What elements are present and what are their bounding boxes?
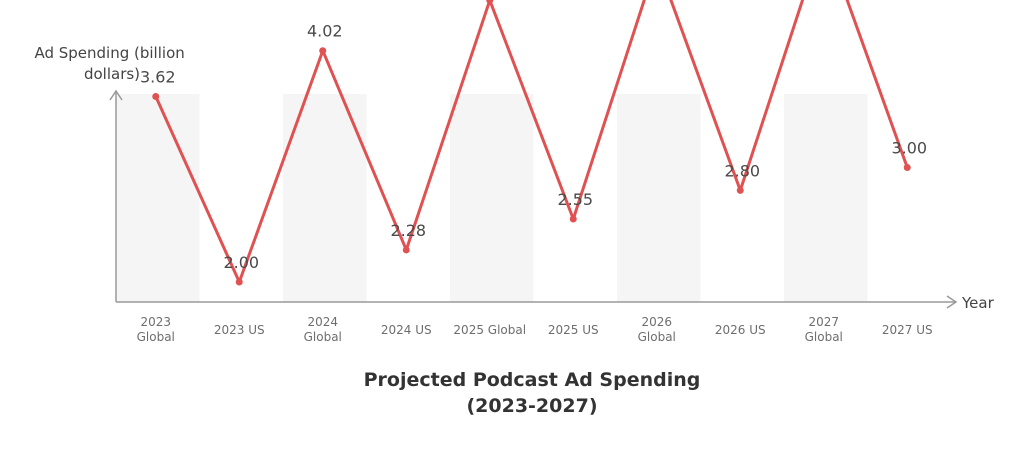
- data-point: [736, 186, 744, 194]
- x-tick-label: 2026 US: [715, 323, 766, 337]
- x-tick-label: 2023 US: [214, 323, 265, 337]
- band-2: [283, 94, 367, 302]
- y-axis-label: Ad Spending (billion dollars): [34, 44, 189, 83]
- x-axis-label: Year: [961, 294, 995, 312]
- x-tick-label: 2024 US: [381, 323, 432, 337]
- data-label: 4.02: [307, 22, 343, 41]
- data-point: [319, 47, 327, 55]
- band-4: [450, 94, 534, 302]
- data-labels: 3.622.004.022.284.462.554.802.805.033.00: [140, 22, 927, 272]
- x-tick-labels: 2023 Global 2023 US 2024 Global 2024 US 2025 G…: [137, 315, 933, 344]
- data-point: [569, 215, 577, 223]
- band-3: [366, 94, 450, 302]
- band-8: [784, 94, 868, 302]
- data-label: 2.55: [557, 190, 593, 209]
- data-label: 2.80: [724, 161, 760, 180]
- band-9: [867, 94, 951, 302]
- x-tick-label: 2026 Global: [638, 315, 676, 344]
- alternating-bands: [116, 94, 951, 302]
- band-6: [617, 94, 701, 302]
- data-label: 2.28: [390, 221, 426, 240]
- band-0: [116, 94, 200, 302]
- data-label: 3.62: [140, 68, 176, 87]
- data-point: [903, 164, 911, 171]
- data-point: [152, 93, 160, 101]
- x-tick-label: 2025 US: [548, 323, 599, 337]
- x-axis: [116, 295, 958, 309]
- band-7: [700, 94, 784, 302]
- data-point: [486, 0, 494, 4]
- data-label: 3.00: [891, 139, 927, 158]
- data-label: 2.00: [223, 253, 259, 272]
- x-tick-label: 2024 Global: [304, 315, 342, 344]
- data-point: [402, 246, 410, 254]
- y-axis: [109, 89, 123, 302]
- x-tick-label: 2027 US: [882, 323, 933, 337]
- series-line: [154, 0, 909, 284]
- data-points: [152, 0, 911, 286]
- x-tick-label: 2025 Global: [453, 323, 526, 337]
- x-tick-label: 2023 Global: [137, 315, 175, 344]
- data-point: [235, 278, 243, 286]
- x-tick-label: 2027 Global: [805, 315, 843, 344]
- chart-title: Projected Podcast Ad Spending (2023-2027…: [363, 369, 701, 417]
